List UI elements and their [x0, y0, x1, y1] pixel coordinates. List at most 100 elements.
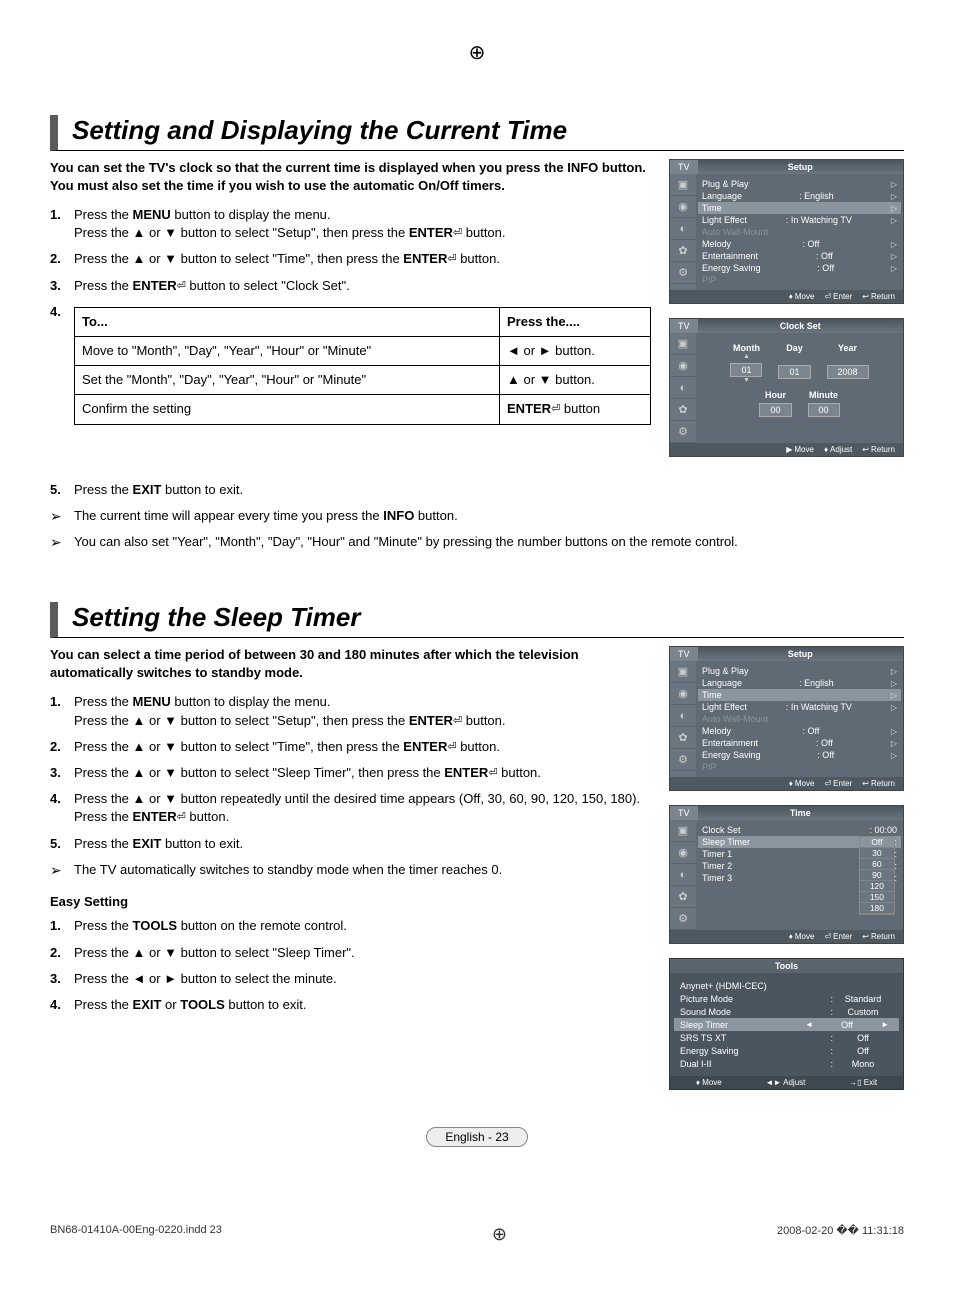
menu-value: Custom	[833, 1007, 893, 1017]
menu-value: Off	[833, 1033, 893, 1043]
channel-icon: ◐	[670, 218, 696, 240]
chevron-right-icon: ▷	[891, 667, 897, 676]
table-cell: Move to "Month", "Day", "Year", "Hour" o…	[75, 337, 500, 366]
menu-item: Language	[702, 191, 742, 201]
section-title: Setting the Sleep Timer	[72, 602, 904, 633]
osd-tools-menu: Tools Anynet+ (HDMI-CEC) Picture Mode:St…	[669, 958, 904, 1090]
sound-icon: ◉	[670, 683, 696, 705]
step-body: To...Press the.... Move to "Month", "Day…	[74, 303, 651, 425]
step-body: Press the EXIT or TOOLS button to exit.	[74, 996, 651, 1014]
menu-value: : Off	[803, 726, 820, 736]
enter-icon: ⏎	[177, 279, 186, 294]
step-num: 5.	[50, 481, 74, 499]
menu-item: Melody	[702, 239, 731, 249]
menu-item: Timer 3	[702, 873, 732, 883]
registration-mark-bottom: ⊕	[492, 1224, 507, 1245]
step-num: 2.	[50, 944, 74, 962]
subheading: Easy Setting	[50, 894, 651, 909]
menu-item: Clock Set	[702, 825, 741, 835]
menu-item: Light Effect	[702, 215, 747, 225]
osd-icon-column: ▣◉◐✿⚙	[670, 661, 696, 777]
menu-value: : English	[799, 191, 834, 201]
note-text: The TV automatically switches to standby…	[74, 861, 651, 881]
table-cell: ▲ or ▼ button.	[500, 366, 651, 395]
dropdown-option: 30	[860, 848, 894, 859]
chevron-right-icon: ▷	[891, 264, 897, 273]
osd-title: Setup	[698, 160, 903, 174]
osd-tab: TV	[670, 806, 698, 820]
osd-title: Setup	[698, 647, 903, 661]
menu-value: : Off	[816, 251, 833, 261]
menu-item: Entertainment	[702, 251, 758, 261]
chevron-right-icon: ▷	[891, 703, 897, 712]
step-body: Press the EXIT button to exit.	[74, 481, 904, 499]
osd-icon-column: ▣ ◉ ◐ ✿ ⚙	[670, 174, 696, 290]
step-body: Press the ▲ or ▼ button to select "Sleep…	[74, 944, 651, 962]
menu-item: Timer 2	[702, 861, 732, 871]
menu-value: : Off	[817, 263, 834, 273]
osd-time-menu: TVTime ▣◉◐✿⚙ Clock Set: 00:00 Sleep Time…	[669, 805, 904, 944]
step-body: Press the MENU button to display the men…	[74, 206, 651, 242]
page-number: English - 23	[50, 1130, 904, 1144]
channel-icon: ◐	[670, 864, 696, 886]
step-num: 1.	[50, 917, 74, 935]
clock-label: Month	[733, 343, 760, 353]
table-cell: Set the "Month", "Day", "Year", "Hour" o…	[75, 366, 500, 395]
step-num: 5.	[50, 835, 74, 853]
chevron-right-icon: ▷	[891, 727, 897, 736]
menu-value: : Off	[803, 239, 820, 249]
channel-icon: ◐	[670, 377, 696, 399]
menu-item: Dual I-II	[680, 1059, 830, 1069]
menu-item: Light Effect	[702, 702, 747, 712]
channel-icon: ◐	[670, 705, 696, 727]
table-header: Press the....	[500, 307, 651, 336]
menu-item: Sound Mode	[680, 1007, 830, 1017]
clock-value: 2008	[827, 365, 869, 379]
step-num: 1.	[50, 206, 74, 242]
step-body: Press the TOOLS button on the remote con…	[74, 917, 651, 935]
step-body: Press the ▲ or ▼ button repeatedly until…	[74, 790, 651, 826]
osd-clockset-menu: TVClock Set ▣ ◉ ◐ ✿ ⚙ Month▲01▼ D	[669, 318, 904, 457]
clock-label: Year	[838, 343, 857, 353]
menu-item: Energy Saving	[702, 263, 761, 273]
chevron-right-icon: ▷	[891, 252, 897, 261]
step-num: 4.	[50, 790, 74, 826]
menu-item: Anynet+ (HDMI-CEC)	[680, 981, 893, 991]
enter-icon: ⏎	[447, 740, 456, 755]
menu-value: Off	[833, 1046, 893, 1056]
reference-table: To...Press the.... Move to "Month", "Day…	[74, 307, 651, 425]
menu-item-disabled: PIP	[702, 275, 717, 285]
menu-item-selected: Time	[702, 690, 722, 700]
chevron-right-icon: ▷	[891, 679, 897, 688]
down-arrow-icon: ▼	[743, 377, 750, 384]
menu-value: Standard	[833, 994, 893, 1004]
dropdown-option: 180	[860, 903, 894, 914]
table-cell: ◄ or ► button.	[500, 337, 651, 366]
menu-value: Mono	[833, 1059, 893, 1069]
osd-footer: ♦ Move⏎ Enter↩ Return	[670, 777, 903, 790]
step-body: Press the ENTER⏎ button to select "Clock…	[74, 277, 651, 295]
menu-item-disabled: Auto Wall-Mount	[702, 714, 768, 724]
enter-icon: ⏎	[453, 714, 462, 729]
table-header: To...	[75, 307, 500, 336]
step-body: Press the MENU button to display the men…	[74, 693, 651, 729]
menu-item: SRS TS XT	[680, 1033, 830, 1043]
dropdown-option: 120	[860, 881, 894, 892]
step-body: Press the ▲ or ▼ button to select "Time"…	[74, 250, 651, 268]
clock-label: Day	[786, 343, 803, 353]
chevron-right-icon: ▷	[891, 180, 897, 189]
osd-title: Clock Set	[698, 319, 903, 333]
setup-icon: ✿	[670, 727, 696, 749]
osd-icon-column: ▣ ◉ ◐ ✿ ⚙	[670, 333, 696, 443]
up-arrow-icon: ▲	[743, 353, 750, 360]
menu-item-disabled: Auto Wall-Mount	[702, 227, 768, 237]
step-num: 2.	[50, 250, 74, 268]
footer-timestamp: 2008-02-20 �� 11:31:18	[777, 1224, 904, 1245]
clock-value: 00	[759, 403, 791, 417]
chevron-right-icon: ▷	[891, 240, 897, 249]
menu-item: Melody	[702, 726, 731, 736]
section-sleep-timer: Setting the Sleep Timer You can select a…	[50, 602, 904, 1090]
clock-label: Minute	[809, 390, 838, 400]
menu-item: Plug & Play	[702, 666, 749, 676]
clock-label: Hour	[765, 390, 786, 400]
